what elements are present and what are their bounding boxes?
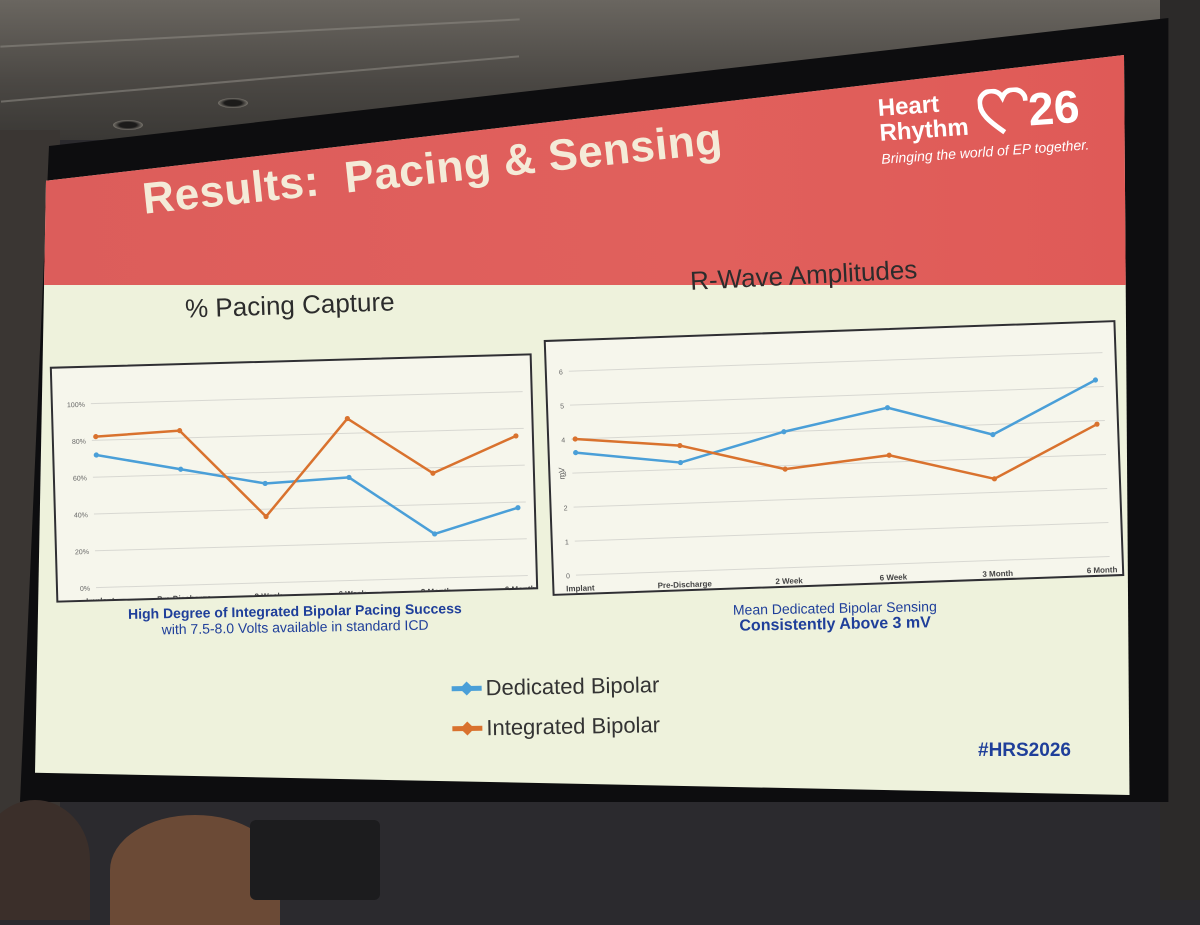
ceiling-light xyxy=(113,120,143,130)
data-point xyxy=(572,436,578,442)
y-tick-label: 1 xyxy=(565,539,569,546)
camera xyxy=(250,820,380,900)
data-point xyxy=(781,429,787,435)
series-line-1 xyxy=(95,417,517,518)
audience-head xyxy=(0,800,90,920)
caption-pacing: High Degree of Integrated Bipolar Pacing… xyxy=(95,600,495,639)
y-tick-label: 60% xyxy=(73,475,87,482)
y-tick-label: 100% xyxy=(67,402,85,409)
chart-title-pacing: % Pacing Capture xyxy=(184,286,396,324)
ceiling-line xyxy=(0,55,520,103)
heart-rhythm-logo: Heart Rhythm 26 Bringing the world of EP… xyxy=(877,79,1090,167)
y-tick-label: 5 xyxy=(560,403,564,410)
chart-pacing-svg: 0% 20% 40% 60% 80% 100% Implant Pre-Discharge 2 … xyxy=(67,391,536,606)
y-tick-label: 0% xyxy=(80,586,90,593)
data-point xyxy=(432,531,438,537)
caption-rwave: Mean Dedicated Bipolar Sensing Consisten… xyxy=(635,597,1036,638)
data-point xyxy=(573,450,579,456)
hashtag: #HRS2026 xyxy=(978,740,1071,761)
logo-number: 26 xyxy=(1026,79,1082,136)
series-line-0 xyxy=(575,378,1097,464)
y-tick-label: 40% xyxy=(74,512,88,519)
series-line-0 xyxy=(96,453,519,536)
x-tick-label: Implant xyxy=(86,596,115,601)
legend-label-dedicated: Dedicated Bipolar xyxy=(485,672,660,701)
data-point xyxy=(430,470,436,476)
data-point xyxy=(782,466,788,472)
series-line-1 xyxy=(575,423,1098,481)
gridline xyxy=(95,575,528,589)
data-point xyxy=(1094,421,1100,427)
legend-swatch-integrated xyxy=(452,721,483,736)
data-point xyxy=(677,459,684,466)
y-tick-label: 20% xyxy=(75,549,89,556)
x-tick-label: 3 Month xyxy=(982,569,1013,579)
gridline xyxy=(572,454,1107,474)
data-point xyxy=(93,452,99,458)
data-point xyxy=(344,415,350,422)
gridline xyxy=(91,427,524,441)
x-tick-label: 6 Week xyxy=(338,589,366,599)
y-tick-label: 3 xyxy=(562,471,566,478)
legend-label-integrated: Integrated Bipolar xyxy=(486,712,661,741)
data-point xyxy=(93,434,99,440)
x-tick-label: 6 Month xyxy=(505,584,536,594)
heart-icon xyxy=(977,87,1029,135)
gridline xyxy=(94,538,527,552)
y-tick-label: 2 xyxy=(564,505,568,512)
legend-item-integrated: Integrated Bipolar xyxy=(450,705,660,749)
chart-pacing-capture: 0% 20% 40% 60% 80% 100% Implant Pre-Discharge 2 … xyxy=(49,353,539,606)
y-tick-label: 0 xyxy=(566,573,570,580)
x-tick-label: Pre-Discharge xyxy=(657,579,712,590)
legend-item-dedicated: Dedicated Bipolar xyxy=(449,665,660,709)
gridline xyxy=(92,464,525,478)
data-point xyxy=(886,452,892,458)
gridline xyxy=(571,420,1105,440)
x-tick-label: Pre-Discharge xyxy=(157,593,212,600)
data-point xyxy=(990,432,996,438)
x-tick-label: 6 Month xyxy=(1087,565,1118,575)
legend-swatch-dedicated xyxy=(451,681,482,696)
ceiling-light xyxy=(218,98,248,108)
y-tick-label: 80% xyxy=(72,439,86,446)
x-tick-label: 2 Week xyxy=(775,576,803,586)
diamond-marker-icon xyxy=(460,721,475,736)
data-point xyxy=(884,405,891,411)
diamond-marker-icon xyxy=(459,681,474,696)
data-point xyxy=(262,480,268,487)
ceiling-line xyxy=(0,18,520,48)
x-tick-label: Implant xyxy=(566,583,595,593)
chart-rwave-amplitudes: 0 1 2 3 4 5 6 mV Implant Pre-Discharge 2 Week 6 Wee… xyxy=(543,320,1125,596)
data-point xyxy=(1092,377,1099,383)
slide: Results: Pacing & Sensing Heart Rhythm 2… xyxy=(35,55,1130,795)
gridline xyxy=(573,487,1108,508)
data-point xyxy=(991,476,998,482)
gridline xyxy=(568,352,1103,372)
x-tick-label: 2 Week xyxy=(254,591,282,600)
x-tick-label: 6 Week xyxy=(880,573,908,583)
data-point xyxy=(513,433,519,439)
data-point xyxy=(178,466,184,472)
data-point xyxy=(177,428,183,434)
y-axis-label: mV xyxy=(557,467,566,480)
y-tick-label: 6 xyxy=(559,369,563,376)
gridline xyxy=(93,501,526,515)
chart-rwave-svg: 0 1 2 3 4 5 6 mV Implant Pre-Discharge 2 Week 6 Wee… xyxy=(557,352,1118,593)
gridline xyxy=(90,391,523,405)
data-point xyxy=(263,513,269,520)
gridline xyxy=(574,521,1109,542)
gridline xyxy=(575,555,1110,576)
x-tick-label: 3 Month xyxy=(421,587,452,597)
legend: Dedicated Bipolar Integrated Bipolar xyxy=(449,665,660,749)
y-tick-label: 4 xyxy=(561,437,565,444)
data-point xyxy=(677,442,683,449)
data-point xyxy=(515,505,521,511)
gridline xyxy=(569,386,1104,406)
data-point xyxy=(346,474,352,481)
